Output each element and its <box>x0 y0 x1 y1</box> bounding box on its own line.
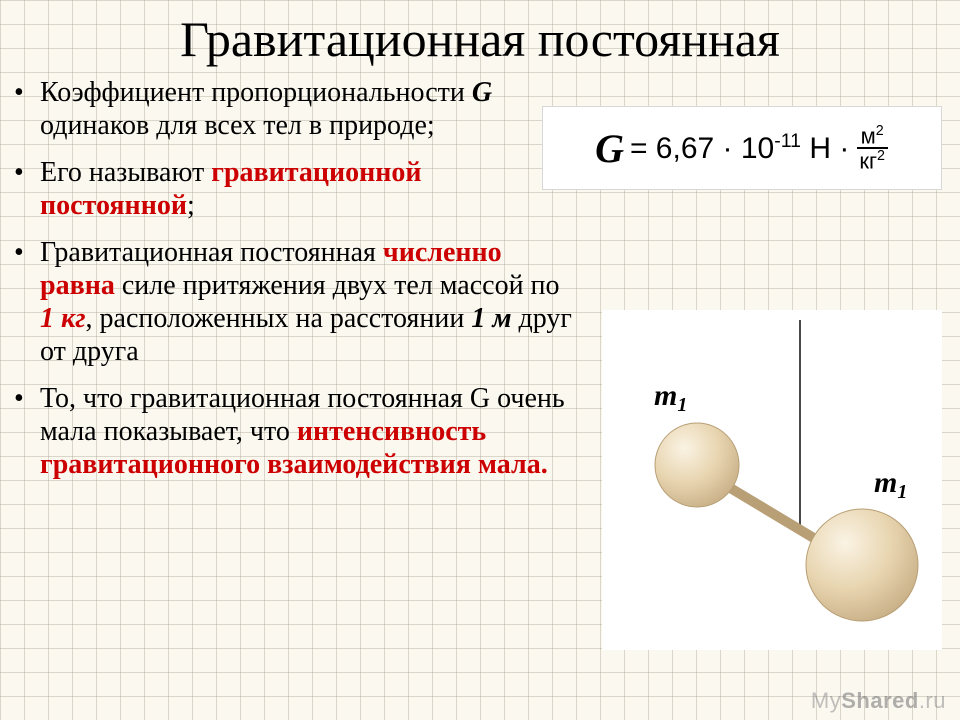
diagram-box: m1 m1 <box>602 310 942 650</box>
formula-fraction: м2 кг2 <box>855 124 889 173</box>
bullet-list: Коэффициент пропорциональности G одинако… <box>14 76 580 495</box>
bullet-4: То, что гравитационная постоянная G очен… <box>40 382 580 481</box>
text: м <box>861 123 876 148</box>
bullet-3: Гравитационная постоянная численно равна… <box>40 236 580 368</box>
ball-2 <box>806 509 918 621</box>
text: Гравитационная постоянная <box>40 237 383 268</box>
text: Shared <box>841 688 919 713</box>
label-m1: m1 <box>654 379 687 416</box>
text: My <box>811 688 841 713</box>
emph: 1 кг <box>40 303 86 334</box>
label-m2: m1 <box>874 466 907 503</box>
ball-1 <box>655 423 739 507</box>
watermark: MyShared.ru <box>811 688 946 714</box>
denominator: кг2 <box>855 149 889 172</box>
text: .ru <box>919 688 946 713</box>
exp: 2 <box>877 148 885 164</box>
text: = 6,67 · 10 <box>630 132 774 165</box>
text: Коэффициент пропорциональности <box>40 77 472 108</box>
text: одинаков для всех тел в природе; <box>40 110 435 141</box>
formula-body: = 6,67 · 10-11 Н · <box>630 130 849 166</box>
emph: 1 м <box>471 303 511 334</box>
text: силе притяжения двух тел массой по <box>115 270 560 301</box>
formula-box: G = 6,67 · 10-11 Н · м2 кг2 <box>542 106 942 190</box>
exp: -11 <box>774 130 801 152</box>
text: ; <box>187 190 195 221</box>
bullet-2: Его называют гравитационной постоянной; <box>40 156 580 222</box>
formula-g: G <box>595 125 624 172</box>
var-g: G <box>472 77 492 108</box>
text: Его называют <box>40 157 211 188</box>
diagram-svg: m1 m1 <box>602 310 942 650</box>
bullet-1: Коэффициент пропорциональности G одинако… <box>40 76 580 142</box>
text: , расположенных на расстоянии <box>86 303 472 334</box>
numerator: м2 <box>857 124 888 149</box>
exp: 2 <box>876 123 884 139</box>
text: Н · <box>801 132 849 165</box>
text: кг <box>859 148 877 173</box>
slide-title: Гравитационная постоянная <box>0 0 960 68</box>
